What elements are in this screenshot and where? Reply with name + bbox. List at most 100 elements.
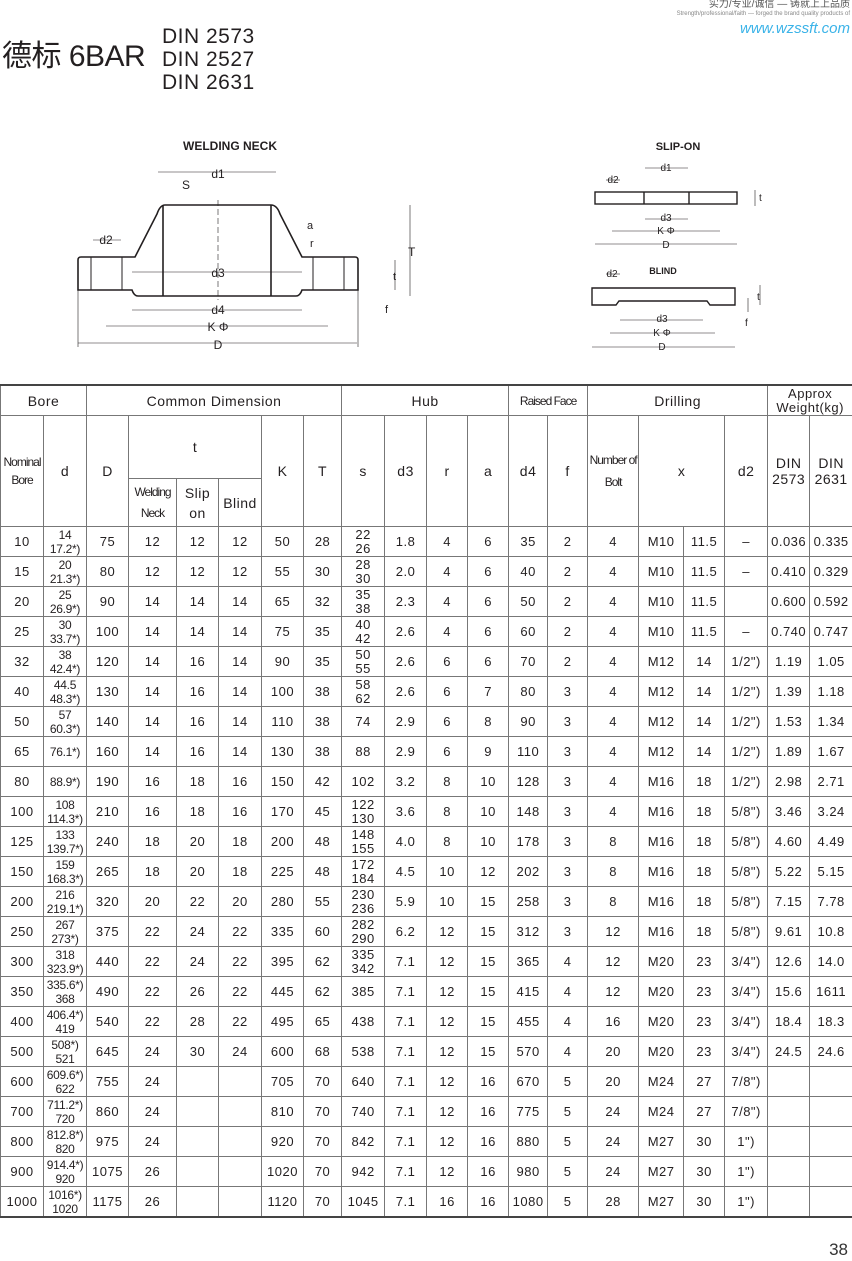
table-cell: 22 26 [341, 526, 386, 557]
table-cell: 23 [683, 1006, 726, 1037]
table-cell: 27 [683, 1096, 726, 1127]
table-cell: 3 [547, 796, 589, 827]
table-cell: 20 [587, 1066, 640, 1097]
table-cell: 900 [0, 1156, 44, 1187]
table-cell: 455 [508, 1006, 549, 1037]
table-cell: 880 [508, 1126, 549, 1157]
table-cell: M27 [638, 1126, 685, 1157]
table-cell: M16 [638, 886, 685, 917]
col-a: a [467, 415, 510, 527]
table-cell: 26 [128, 1186, 178, 1218]
table-cell: 0.329 [809, 556, 852, 587]
table-cell: 280 [261, 886, 305, 917]
blind-drawing: BLIND d2 d3 K Φ D t f [591, 266, 761, 353]
table-row: 500 508*) 521 645 24 30 24 600 68 538 7.1 12 15 570 4… [0, 1036, 852, 1067]
table-cell: 230 236 [341, 886, 386, 917]
table-cell: 4 [587, 706, 640, 737]
table-cell: M24 [638, 1066, 685, 1097]
table-cell [809, 1066, 852, 1097]
table-cell: 28 [587, 1186, 640, 1218]
col-din-2573: DIN 2573 [767, 415, 811, 527]
table-cell: 18 [218, 826, 263, 857]
table-cell: 42 [303, 766, 343, 797]
col-d3: d3 [384, 415, 428, 527]
table-cell: 2 [547, 646, 589, 677]
table-cell: 90 [86, 586, 130, 617]
table-cell: 800 [0, 1126, 44, 1157]
table-cell: 1.18 [809, 676, 852, 707]
table-cell: 216 219.1*) [42, 886, 88, 917]
table-cell: M16 [638, 766, 685, 797]
table-cell: 22 [176, 886, 220, 917]
table-cell: 1.34 [809, 706, 852, 737]
table-cell: 250 [0, 916, 44, 947]
table-cell: 4 [587, 526, 640, 557]
table-cell: 190 [86, 766, 130, 797]
table-cell: 160 [86, 736, 130, 767]
table-cell: 14.0 [809, 946, 852, 977]
table-cell: 90 [508, 706, 549, 737]
table-cell: 258 [508, 886, 549, 917]
table-row: 700 711.2*) 720 860 24 810 70 740 7.1 12 16 775 5 24… [0, 1096, 852, 1127]
table-cell: 6 [467, 586, 510, 617]
table-cell: 50 55 [341, 646, 386, 677]
table-cell: 5.15 [809, 856, 852, 887]
table-cell: 88 [341, 736, 386, 767]
table-cell: 1") [724, 1156, 769, 1187]
table-cell: 15 [467, 1006, 510, 1037]
table-cell: 3 [547, 886, 589, 917]
table-cell [767, 1186, 811, 1218]
table-cell: 14 [128, 676, 178, 707]
table-cell: 148 155 [341, 826, 386, 857]
table-cell: 4 [426, 586, 469, 617]
col-K: K [261, 415, 305, 527]
table-cell: 600 [0, 1066, 44, 1097]
label-d4: d4 [211, 303, 225, 317]
table-cell: M20 [638, 1036, 685, 1067]
table-cell: 11.5 [683, 616, 726, 647]
table-cell: 1/2") [724, 706, 769, 737]
table-cell: 7.1 [384, 976, 428, 1007]
table-cell: 28 30 [341, 556, 386, 587]
col-din-2631: DIN 2631 [809, 415, 852, 527]
table-cell: 12 [218, 556, 263, 587]
table-cell: 22 [128, 1006, 178, 1037]
table-cell: 12 [176, 556, 220, 587]
table-cell: 14 [683, 706, 726, 737]
table-cell: 18 [683, 766, 726, 797]
table-cell: 3.46 [767, 796, 811, 827]
table-cell: 18 [176, 766, 220, 797]
table-cell: 15 [467, 886, 510, 917]
table-cell: 18.4 [767, 1006, 811, 1037]
table-cell: 6 [467, 646, 510, 677]
table-cell: 35 38 [341, 586, 386, 617]
table-cell: 490 [86, 976, 130, 1007]
col-number-of-bolt: Number of Bolt [587, 415, 640, 527]
table-cell: 150 [261, 766, 305, 797]
table-cell: 4 [426, 526, 469, 557]
table-cell: 6 [467, 526, 510, 557]
table-cell: 5 [547, 1126, 589, 1157]
table-cell: 70 [508, 646, 549, 677]
table-cell: 14 [683, 646, 726, 677]
table-cell: 1045 [341, 1186, 386, 1218]
table-cell: 5/8") [724, 826, 769, 857]
table-cell: 5/8") [724, 856, 769, 887]
table-cell: M10 [638, 586, 685, 617]
table-cell: 12 [587, 976, 640, 1007]
table-cell: 705 [261, 1066, 305, 1097]
table-cell: 18 [683, 916, 726, 947]
table-cell: 10 [0, 526, 44, 557]
table-cell: 40 [0, 676, 44, 707]
table-cell: 7.78 [809, 886, 852, 917]
table-cell: 128 [508, 766, 549, 797]
table-cell: 8 [587, 886, 640, 917]
table-cell: M16 [638, 856, 685, 887]
table-cell: 7 [467, 676, 510, 707]
label-f: f [385, 304, 389, 316]
table-cell: 5 [547, 1156, 589, 1187]
table-cell: 9 [467, 736, 510, 767]
table-cell: 0.740 [767, 616, 811, 647]
table-row: 800 812.8*) 820 975 24 920 70 842 7.1 12 16 880 5 24… [0, 1126, 852, 1157]
table-cell: 0.036 [767, 526, 811, 557]
